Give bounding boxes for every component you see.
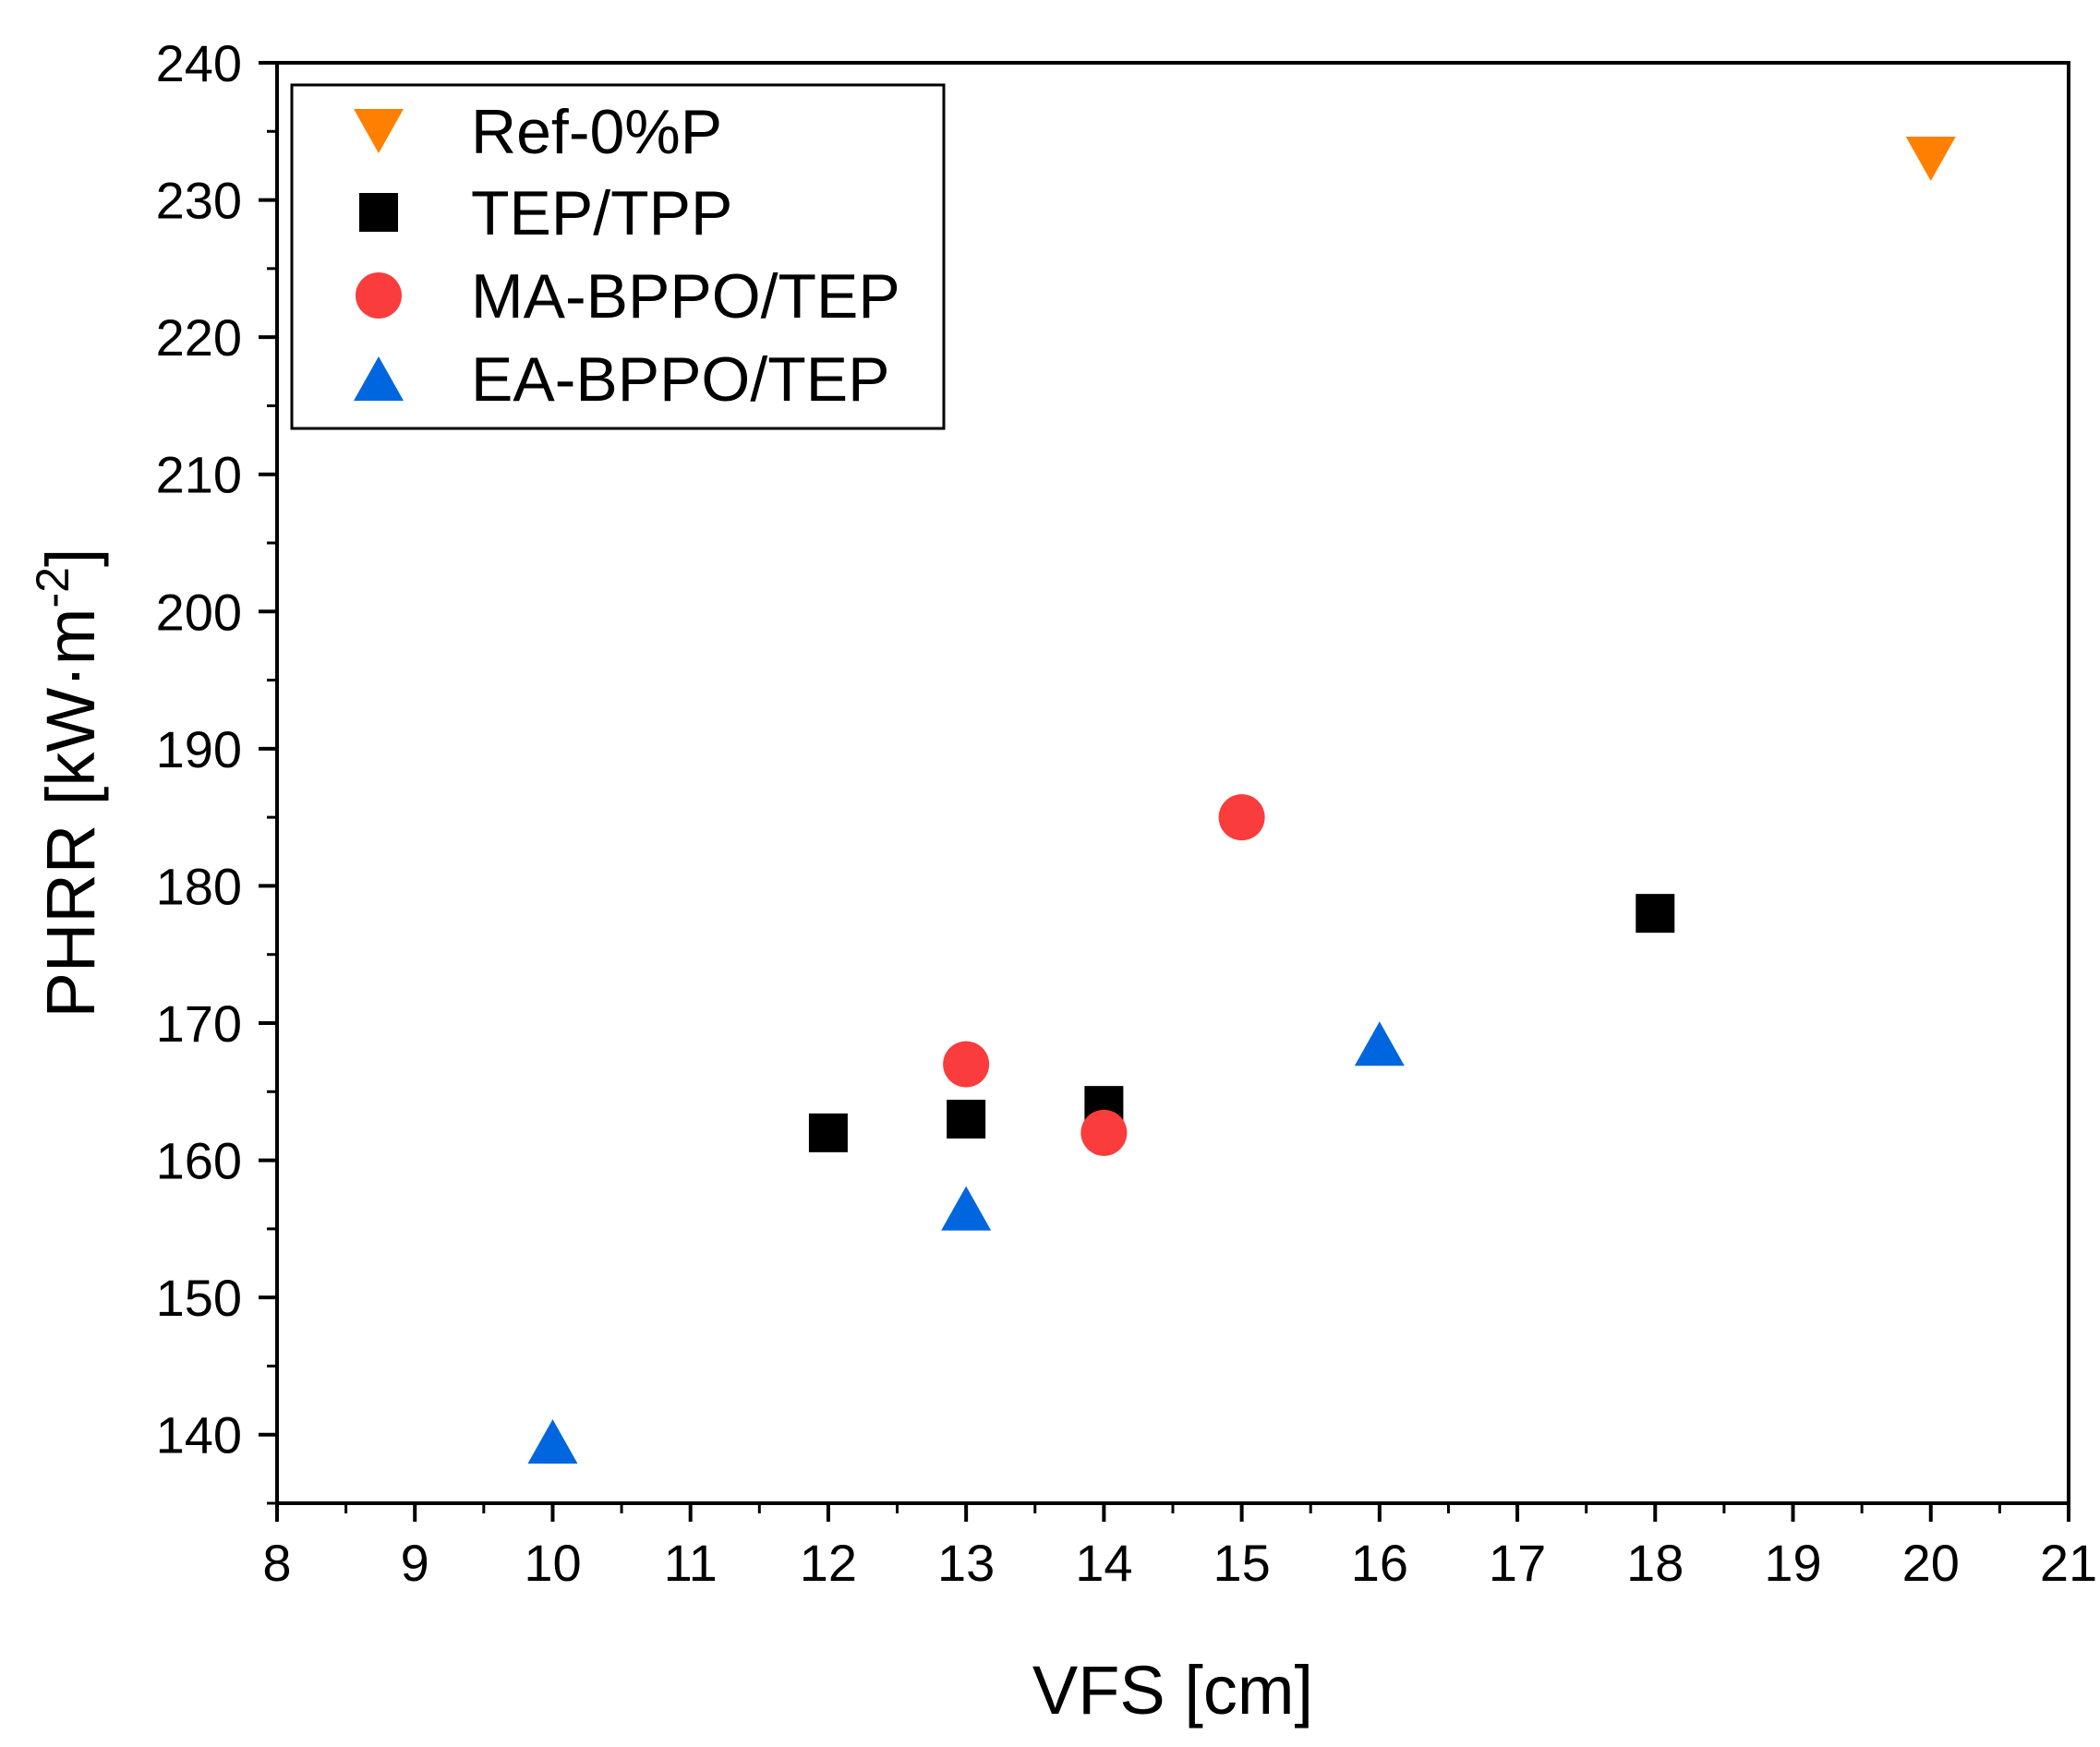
y-tick-label: 240 [156,34,242,92]
legend-marker-triangle-up [354,356,404,401]
x-tick-label: 20 [1902,1534,1960,1592]
x-tick-label: 11 [664,1534,718,1592]
legend-label: Ref-0%P [471,97,722,167]
data-point-circle [943,1041,990,1088]
y-tick-label: 170 [156,994,242,1053]
x-tick-label: 21 [2040,1534,2097,1592]
data-point-triangle-up [941,1186,992,1231]
legend-marker-square [359,193,398,232]
y-axis-title-main: PHRR [kW·m [32,608,109,1018]
x-tick-label: 15 [1213,1534,1270,1592]
legend-label: EA-BPPO/TEP [471,344,889,415]
x-tick-label: 9 [401,1534,429,1592]
x-tick-label: 13 [937,1534,995,1592]
x-tick-label: 18 [1626,1534,1684,1592]
x-axis-ticks: 8 9 10 11 12 13 14 15 16 17 18 19 20 21 [262,1503,2097,1592]
data-point-triangle-down [1905,137,1956,181]
y-tick-label: 200 [156,583,242,641]
y-axis-title-close: ] [32,548,109,568]
data-point-square [947,1100,986,1139]
x-tick-label: 12 [800,1534,857,1592]
legend-box [290,83,946,430]
legend-label: MA-BPPO/TEP [471,261,900,331]
data-point-square [808,1113,848,1152]
x-tick-label: 10 [524,1534,581,1592]
y-axis-title: PHRR [kW·m-2] [27,548,109,1018]
x-axis-title: VFS [cm] [1032,1652,1313,1729]
data-point-triangle-up [527,1419,578,1464]
y-tick-label: 180 [156,857,242,915]
y-tick-label: 230 [156,172,242,230]
legend-label: TEP/TPP [471,178,732,248]
y-tick-label: 220 [156,308,242,367]
y-tick-label: 150 [156,1269,242,1327]
y-tick-label: 160 [156,1132,242,1190]
x-tick-label: 8 [262,1534,291,1592]
legend: Ref-0%P TEP/TPP MA-BPPO/TEP EA-BPPO/TEP [290,83,946,430]
x-tick-label: 16 [1351,1534,1408,1592]
x-tick-label: 14 [1075,1534,1132,1592]
y-axis-ticks: 140 150 160 170 180 190 200 210 220 230 240 [156,34,277,1505]
data-point-circle [1080,1109,1128,1156]
data-points [527,137,1956,1464]
legend-marker-triangle-down [354,109,404,153]
data-point-triangle-up [1354,1021,1405,1066]
legend-marker-circle [356,272,402,319]
y-tick-label: 190 [156,720,242,778]
data-point-square [1635,894,1675,934]
y-axis-title-superscript: -2 [27,567,78,608]
y-tick-label: 140 [156,1406,242,1464]
y-tick-label: 210 [156,446,242,504]
x-tick-label: 19 [1764,1534,1821,1592]
x-tick-label: 17 [1489,1534,1546,1592]
data-point-circle [1218,794,1265,841]
